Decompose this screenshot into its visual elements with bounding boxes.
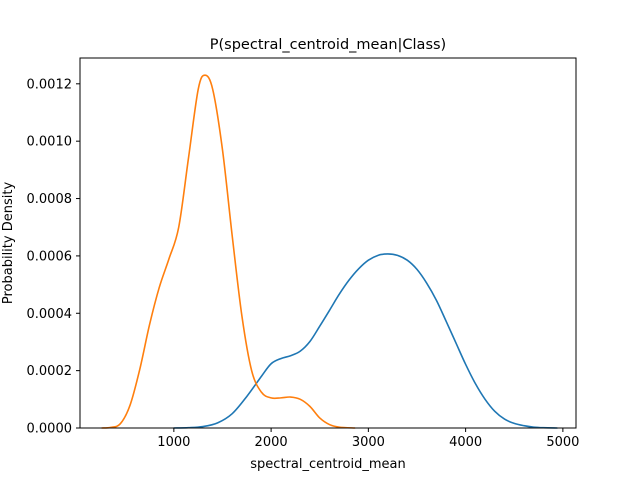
plot-area — [79, 57, 577, 429]
y-tick-label: 0.0010 — [27, 135, 73, 150]
y-tick-label: 0.0000 — [27, 422, 73, 437]
density-line-series-2 — [101, 74, 356, 429]
chart-title: P(spectral_centroid_mean|Class) — [210, 37, 446, 53]
plot-frame — [79, 57, 577, 429]
y-tick-label: 0.0004 — [27, 307, 73, 322]
y-tick-label: 0.0012 — [27, 77, 73, 92]
x-tick-label: 2000 — [255, 435, 288, 450]
x-axis-label: spectral_centroid_mean — [250, 457, 405, 472]
x-tick-label: 5000 — [546, 435, 579, 450]
density-line-series-1 — [173, 253, 558, 429]
y-axis-label: Probability Density — [1, 182, 16, 305]
y-tick-label: 0.0006 — [27, 249, 73, 264]
x-tick-label: 1000 — [157, 435, 190, 450]
y-tick-label: 0.0008 — [27, 192, 73, 207]
series-layer — [101, 74, 558, 429]
y-axis: 0.0000 0.0002 0.0004 0.0006 0.0008 0.0010 0.00… — [27, 77, 80, 437]
y-tick-label: 0.0002 — [27, 364, 73, 379]
x-tick-label: 3000 — [352, 435, 385, 450]
x-axis: 1000 2000 3000 4000 5000 — [157, 428, 579, 450]
x-tick-label: 4000 — [449, 435, 482, 450]
